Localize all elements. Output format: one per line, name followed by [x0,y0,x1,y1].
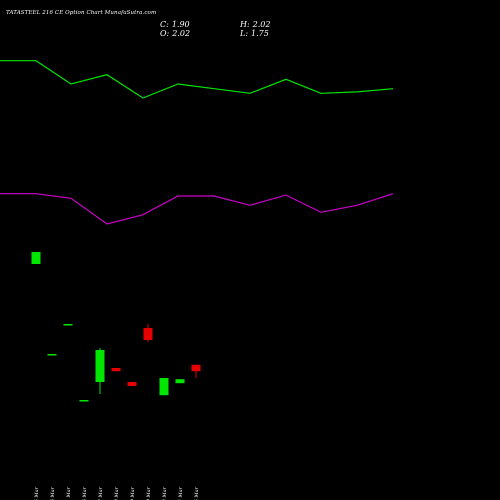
candle [159,378,169,396]
open-label: O: [160,29,170,38]
x-axis-ticks: 05 Mar 06 Mar 11 Mar 16 Mar 17 Mar 18 Mar 19 M… [34,486,200,500]
candle [143,324,153,342]
candle-body [191,364,201,372]
close-value: 1.90 [171,20,190,29]
candle-body [63,324,73,326]
candle [63,324,73,326]
candle [95,348,105,394]
close-label: C: [160,20,169,29]
close-readout: C: 1.90 [160,20,190,29]
candle-body [95,350,105,382]
x-tick-label: 17 Mar [98,486,104,500]
high-readout: H: 2.02 [240,20,270,29]
candle-body [47,354,57,356]
x-tick-label: 05 Mar [34,486,40,500]
candle-body [127,382,137,386]
candles [31,252,201,402]
candle [79,400,89,402]
low-value: 1.75 [251,29,269,38]
chart-title: TATASTEEL 216 CE Option Chart MunafaSutr… [6,10,157,16]
x-tick-label: 25 Mar [194,486,200,500]
x-tick-label: 18 Mar [114,486,120,500]
open-readout: O: 2.02 [160,29,190,38]
x-tick-label: 06 Mar [50,486,56,500]
open-value: 2.02 [172,29,191,38]
candle-body [31,252,41,264]
high-value: 2.02 [252,20,271,29]
x-tick-label: 24 Mar [178,486,184,500]
low-readout: L: 1.75 [240,29,269,38]
candle [31,252,41,264]
candle [175,379,185,384]
candle-body [159,378,169,396]
candle [127,382,137,386]
high-label: H: [240,20,250,29]
indicator-line-2 [0,193,394,225]
candle [111,368,121,372]
candle [191,364,201,378]
indicator-line-1 [0,60,394,99]
x-tick-label: 11 Mar [66,486,72,500]
low-label: L: [240,29,249,38]
candle-body [111,368,121,372]
candle-body [175,379,185,384]
x-tick-label: 23 Mar [162,486,168,500]
x-tick-label: 16 Mar [82,486,88,500]
candle-body [79,400,89,402]
candle [47,354,57,356]
candle-body [143,328,153,340]
indicator-lines [0,60,394,225]
x-tick-label: 19 Mar [130,486,136,500]
x-tick-label: 20 Mar [146,486,152,500]
